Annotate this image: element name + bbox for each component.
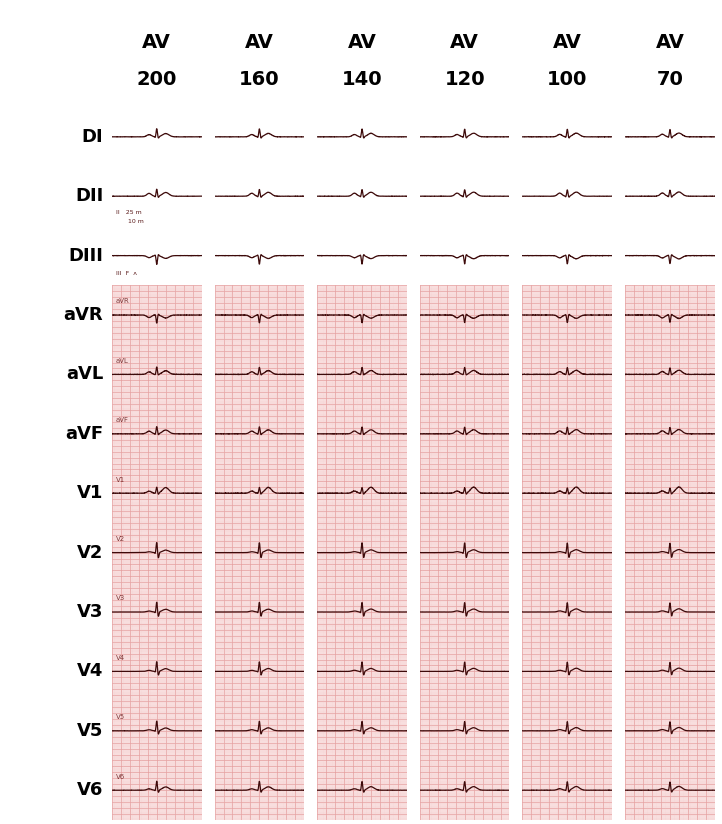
Text: V1: V1 — [116, 476, 125, 483]
Text: V2: V2 — [77, 544, 103, 562]
Text: V6: V6 — [77, 781, 103, 799]
Text: DII: DII — [75, 187, 103, 205]
Text: 120: 120 — [444, 70, 485, 89]
Text: V3: V3 — [77, 603, 103, 621]
Text: 140: 140 — [342, 70, 383, 89]
Text: 200: 200 — [136, 70, 177, 89]
Text: V4: V4 — [77, 662, 103, 681]
Text: DI: DI — [82, 128, 103, 146]
Text: AV: AV — [553, 33, 582, 52]
Text: III  F  ʌ: III F ʌ — [116, 271, 136, 276]
Text: V4: V4 — [116, 655, 125, 661]
Text: 10 m: 10 m — [116, 218, 144, 223]
Text: aVF: aVF — [65, 425, 103, 442]
Text: 160: 160 — [239, 70, 279, 89]
Text: aVL: aVL — [116, 358, 129, 363]
Text: V1: V1 — [77, 485, 103, 502]
Text: V6: V6 — [116, 774, 125, 780]
Text: AV: AV — [656, 33, 684, 52]
Text: aVR: aVR — [116, 298, 129, 304]
Text: V5: V5 — [77, 722, 103, 740]
Text: AV: AV — [245, 33, 274, 52]
Text: aVL: aVL — [66, 365, 103, 383]
Text: AV: AV — [142, 33, 171, 52]
Text: AV: AV — [451, 33, 479, 52]
Text: 100: 100 — [547, 70, 588, 89]
Text: V5: V5 — [116, 714, 125, 720]
Text: AV: AV — [347, 33, 376, 52]
Text: aVR: aVR — [64, 306, 103, 324]
Text: II   25 m: II 25 m — [116, 210, 142, 215]
Text: V2: V2 — [116, 536, 125, 542]
Text: 70: 70 — [656, 70, 684, 89]
Text: DIII: DIII — [69, 246, 103, 265]
Text: V3: V3 — [116, 596, 125, 602]
Text: aVF: aVF — [116, 417, 129, 424]
